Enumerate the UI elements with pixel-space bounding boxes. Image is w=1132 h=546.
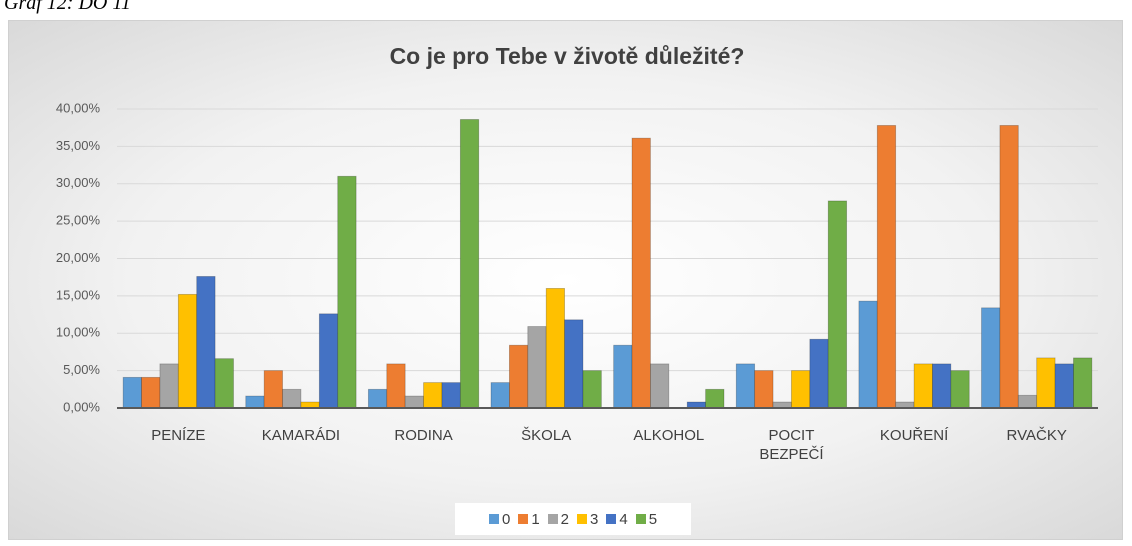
bar — [791, 370, 811, 409]
bar — [490, 382, 510, 409]
bar — [613, 344, 633, 409]
bar — [1036, 357, 1056, 409]
bar — [263, 370, 283, 409]
bar — [913, 363, 933, 409]
bar — [809, 338, 829, 409]
legend-swatch — [635, 514, 646, 524]
bar — [1073, 357, 1093, 409]
x-tick-label: POCIT BEZPEČÍ — [759, 427, 824, 463]
x-tick-label: KAMARÁDI — [261, 427, 341, 444]
legend-item: 5 — [635, 510, 658, 528]
legend-item: 4 — [606, 510, 628, 528]
bar — [122, 376, 142, 409]
legend-item: 2 — [547, 510, 569, 528]
legend-label: 2 — [560, 510, 569, 528]
legend-item: 1 — [518, 510, 540, 528]
bar — [367, 388, 388, 409]
bar — [282, 388, 302, 409]
bar — [141, 376, 161, 409]
x-tick-label: ŠKOLA — [521, 427, 572, 444]
legend-swatch — [547, 514, 558, 524]
bar — [1017, 394, 1038, 409]
y-tick-label: 25,00% — [56, 213, 101, 228]
y-tick-label: 35,00% — [56, 138, 101, 153]
bar — [159, 363, 179, 409]
bar — [423, 382, 443, 409]
bar — [386, 363, 406, 409]
bar — [858, 300, 878, 409]
bar — [245, 395, 265, 409]
bar — [196, 276, 216, 409]
legend-label: 1 — [531, 510, 540, 528]
x-tick-label: PENÍZE — [151, 427, 206, 444]
bar — [459, 119, 480, 409]
legend-label: 0 — [501, 510, 511, 528]
bar — [631, 137, 651, 409]
bar — [564, 319, 584, 409]
chart-frame — [8, 20, 1123, 540]
bar — [1054, 363, 1074, 409]
bar — [754, 370, 774, 409]
bar — [404, 395, 424, 409]
bar — [876, 125, 897, 409]
legend-swatch — [518, 514, 529, 524]
bar — [527, 326, 547, 409]
x-tick-label: RVAČKY — [1006, 427, 1067, 444]
bar — [932, 363, 952, 409]
y-tick-label: 5,00% — [63, 362, 100, 377]
bar — [441, 382, 461, 409]
bar — [650, 363, 670, 409]
legend-swatch — [606, 514, 617, 524]
bar — [582, 370, 602, 409]
legend-swatch — [488, 514, 499, 524]
y-tick-label: 30,00% — [56, 175, 101, 190]
x-tick-label: KOUŘENÍ — [879, 427, 949, 444]
bar — [214, 358, 234, 409]
y-tick-label: 0,00% — [63, 399, 100, 414]
bar — [318, 313, 339, 409]
bar — [508, 344, 529, 409]
legend-label: 4 — [619, 510, 628, 528]
legend-item: 0 — [488, 510, 511, 528]
bar — [337, 175, 357, 409]
legend-item: 3 — [577, 511, 598, 528]
bar — [705, 388, 725, 409]
chart-title: Co je pro Tebe v životě důležité? — [390, 43, 745, 69]
y-tick-label: 15,00% — [56, 287, 101, 302]
bar — [177, 293, 198, 409]
legend-label: 3 — [590, 510, 599, 528]
legend-label: 5 — [648, 510, 658, 528]
x-tick-label: RODINA — [394, 427, 453, 444]
caption: Graf 12: DO 11 — [4, 0, 131, 14]
bar — [735, 363, 756, 409]
bar — [981, 307, 1001, 409]
bar — [999, 125, 1019, 409]
bar — [827, 200, 848, 409]
bar — [950, 370, 970, 409]
y-tick-label: 10,00% — [56, 325, 101, 340]
y-tick-label: 20,00% — [56, 250, 101, 265]
y-tick-label: 40,00% — [56, 100, 101, 115]
legend-swatch — [577, 514, 587, 524]
x-tick-label: ALKOHOL — [633, 427, 705, 444]
bar — [545, 287, 565, 409]
legend: 0 1 2 3 4 5 — [455, 503, 691, 535]
